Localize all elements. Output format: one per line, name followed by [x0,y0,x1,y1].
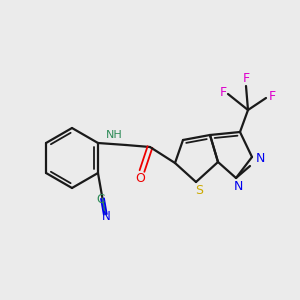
Text: N: N [102,210,111,223]
Text: N: N [255,152,265,164]
Text: NH: NH [106,130,122,140]
Text: F: F [242,73,250,85]
Text: F: F [219,85,226,98]
Text: F: F [268,89,276,103]
Text: C: C [96,193,105,206]
Text: N: N [233,179,243,193]
Text: O: O [135,172,145,185]
Text: S: S [195,184,203,197]
